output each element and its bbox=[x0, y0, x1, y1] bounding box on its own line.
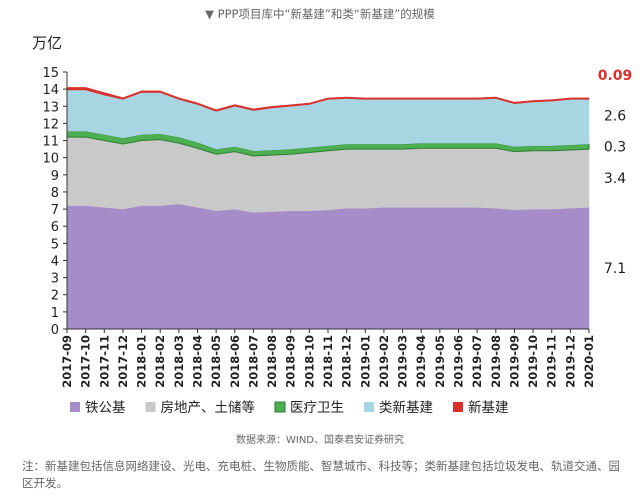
legend-swatch bbox=[453, 402, 463, 412]
x-tick-label: 2017-11 bbox=[97, 335, 111, 388]
y-tick-label: 10 bbox=[42, 152, 59, 167]
legend-swatch bbox=[70, 402, 80, 412]
end-label: 0.3 bbox=[604, 140, 626, 156]
y-tick-label: 3 bbox=[51, 272, 59, 287]
legend-label: 医疗卫生 bbox=[290, 400, 344, 416]
legend-label: 房地产、土储等 bbox=[161, 399, 256, 416]
x-tick-label: 2018-04 bbox=[191, 335, 205, 388]
x-tick-label: 2019-06 bbox=[452, 335, 466, 388]
y-tick-label: 7 bbox=[51, 203, 59, 218]
chart-title: ▼ PPP项目库中“新基建”和类“新基建”的规模 bbox=[205, 7, 435, 21]
chart: ▼ PPP项目库中“新基建”和类“新基建”的规模 万亿 数据来源：WIND、国泰… bbox=[32, 7, 633, 446]
x-tick-label: 2019-12 bbox=[563, 335, 577, 388]
legend-swatch bbox=[274, 401, 286, 413]
legend-swatch bbox=[364, 402, 374, 412]
y-tick-label: 4 bbox=[51, 254, 59, 269]
x-tick-label: 2018-03 bbox=[172, 335, 186, 388]
x-tick-label: 2018-10 bbox=[302, 335, 316, 388]
x-tick-label: 2018-01 bbox=[135, 335, 149, 388]
y-axis-label: 万亿 bbox=[32, 34, 62, 52]
y-tick-label: 12 bbox=[42, 117, 59, 132]
y-tick-label: 6 bbox=[51, 220, 59, 235]
end-label: 3.4 bbox=[604, 171, 626, 187]
x-tick-label: 2019-09 bbox=[507, 335, 521, 388]
legend-label: 铁公基 bbox=[85, 399, 126, 416]
x-tick-label: 2019-10 bbox=[526, 335, 540, 388]
x-tick-label: 2018-05 bbox=[209, 335, 223, 388]
x-tick-label: 2017-10 bbox=[79, 335, 93, 388]
x-tick-label: 2019-11 bbox=[545, 335, 559, 388]
end-label: 0.09 bbox=[598, 68, 633, 84]
y-tick-label: 9 bbox=[51, 169, 59, 184]
end-label: 2.6 bbox=[604, 109, 626, 125]
x-tick-label: 2019-07 bbox=[470, 335, 484, 388]
note: 注：新基建包括信息网络建设、光电、充电桩、生物质能、智慧城市、科技等；类新基建包… bbox=[22, 459, 620, 490]
x-tick-label: 2017-09 bbox=[60, 335, 74, 388]
x-tick-label: 2019-02 bbox=[377, 335, 391, 388]
y-tick-label: 5 bbox=[51, 237, 59, 252]
x-tick-label: 2018-06 bbox=[228, 335, 242, 388]
x-tick-label: 2019-03 bbox=[396, 335, 410, 388]
x-tick-label: 2019-01 bbox=[358, 335, 372, 388]
x-tick-label: 2018-08 bbox=[265, 335, 279, 388]
y-tick-label: 0 bbox=[51, 323, 59, 338]
x-tick-label: 2017-12 bbox=[116, 335, 130, 388]
y-tick-label: 11 bbox=[42, 135, 59, 150]
x-tick-label: 2018-02 bbox=[153, 335, 167, 388]
x-tick-label: 2019-04 bbox=[414, 335, 428, 388]
x-tick-label: 2018-11 bbox=[321, 335, 335, 388]
y-tick-label: 8 bbox=[51, 186, 59, 201]
y-tick-label: 13 bbox=[42, 100, 59, 115]
y-tick-label: 1 bbox=[51, 306, 59, 321]
end-label: 7.1 bbox=[604, 261, 626, 277]
y-tick-label: 15 bbox=[42, 66, 59, 81]
x-tick-label: 2019-05 bbox=[433, 335, 447, 388]
source: 数据来源：WIND、国泰君安证券研究 bbox=[236, 433, 404, 446]
x-tick-label: 2018-07 bbox=[246, 335, 260, 388]
x-tick-label: 2018-12 bbox=[340, 335, 354, 388]
area bbox=[66, 203, 590, 330]
area bbox=[66, 87, 590, 112]
legend-label: 新基建 bbox=[468, 399, 509, 416]
y-tick-label: 2 bbox=[51, 289, 59, 304]
legend-label: 类新基建 bbox=[379, 399, 433, 416]
legend-swatch bbox=[145, 402, 156, 412]
y-tick-label: 14 bbox=[42, 83, 59, 98]
x-tick-label: 2019-08 bbox=[489, 335, 503, 388]
x-tick-label: 2018-09 bbox=[284, 335, 298, 388]
x-tick-label: 2020-01 bbox=[582, 335, 596, 388]
